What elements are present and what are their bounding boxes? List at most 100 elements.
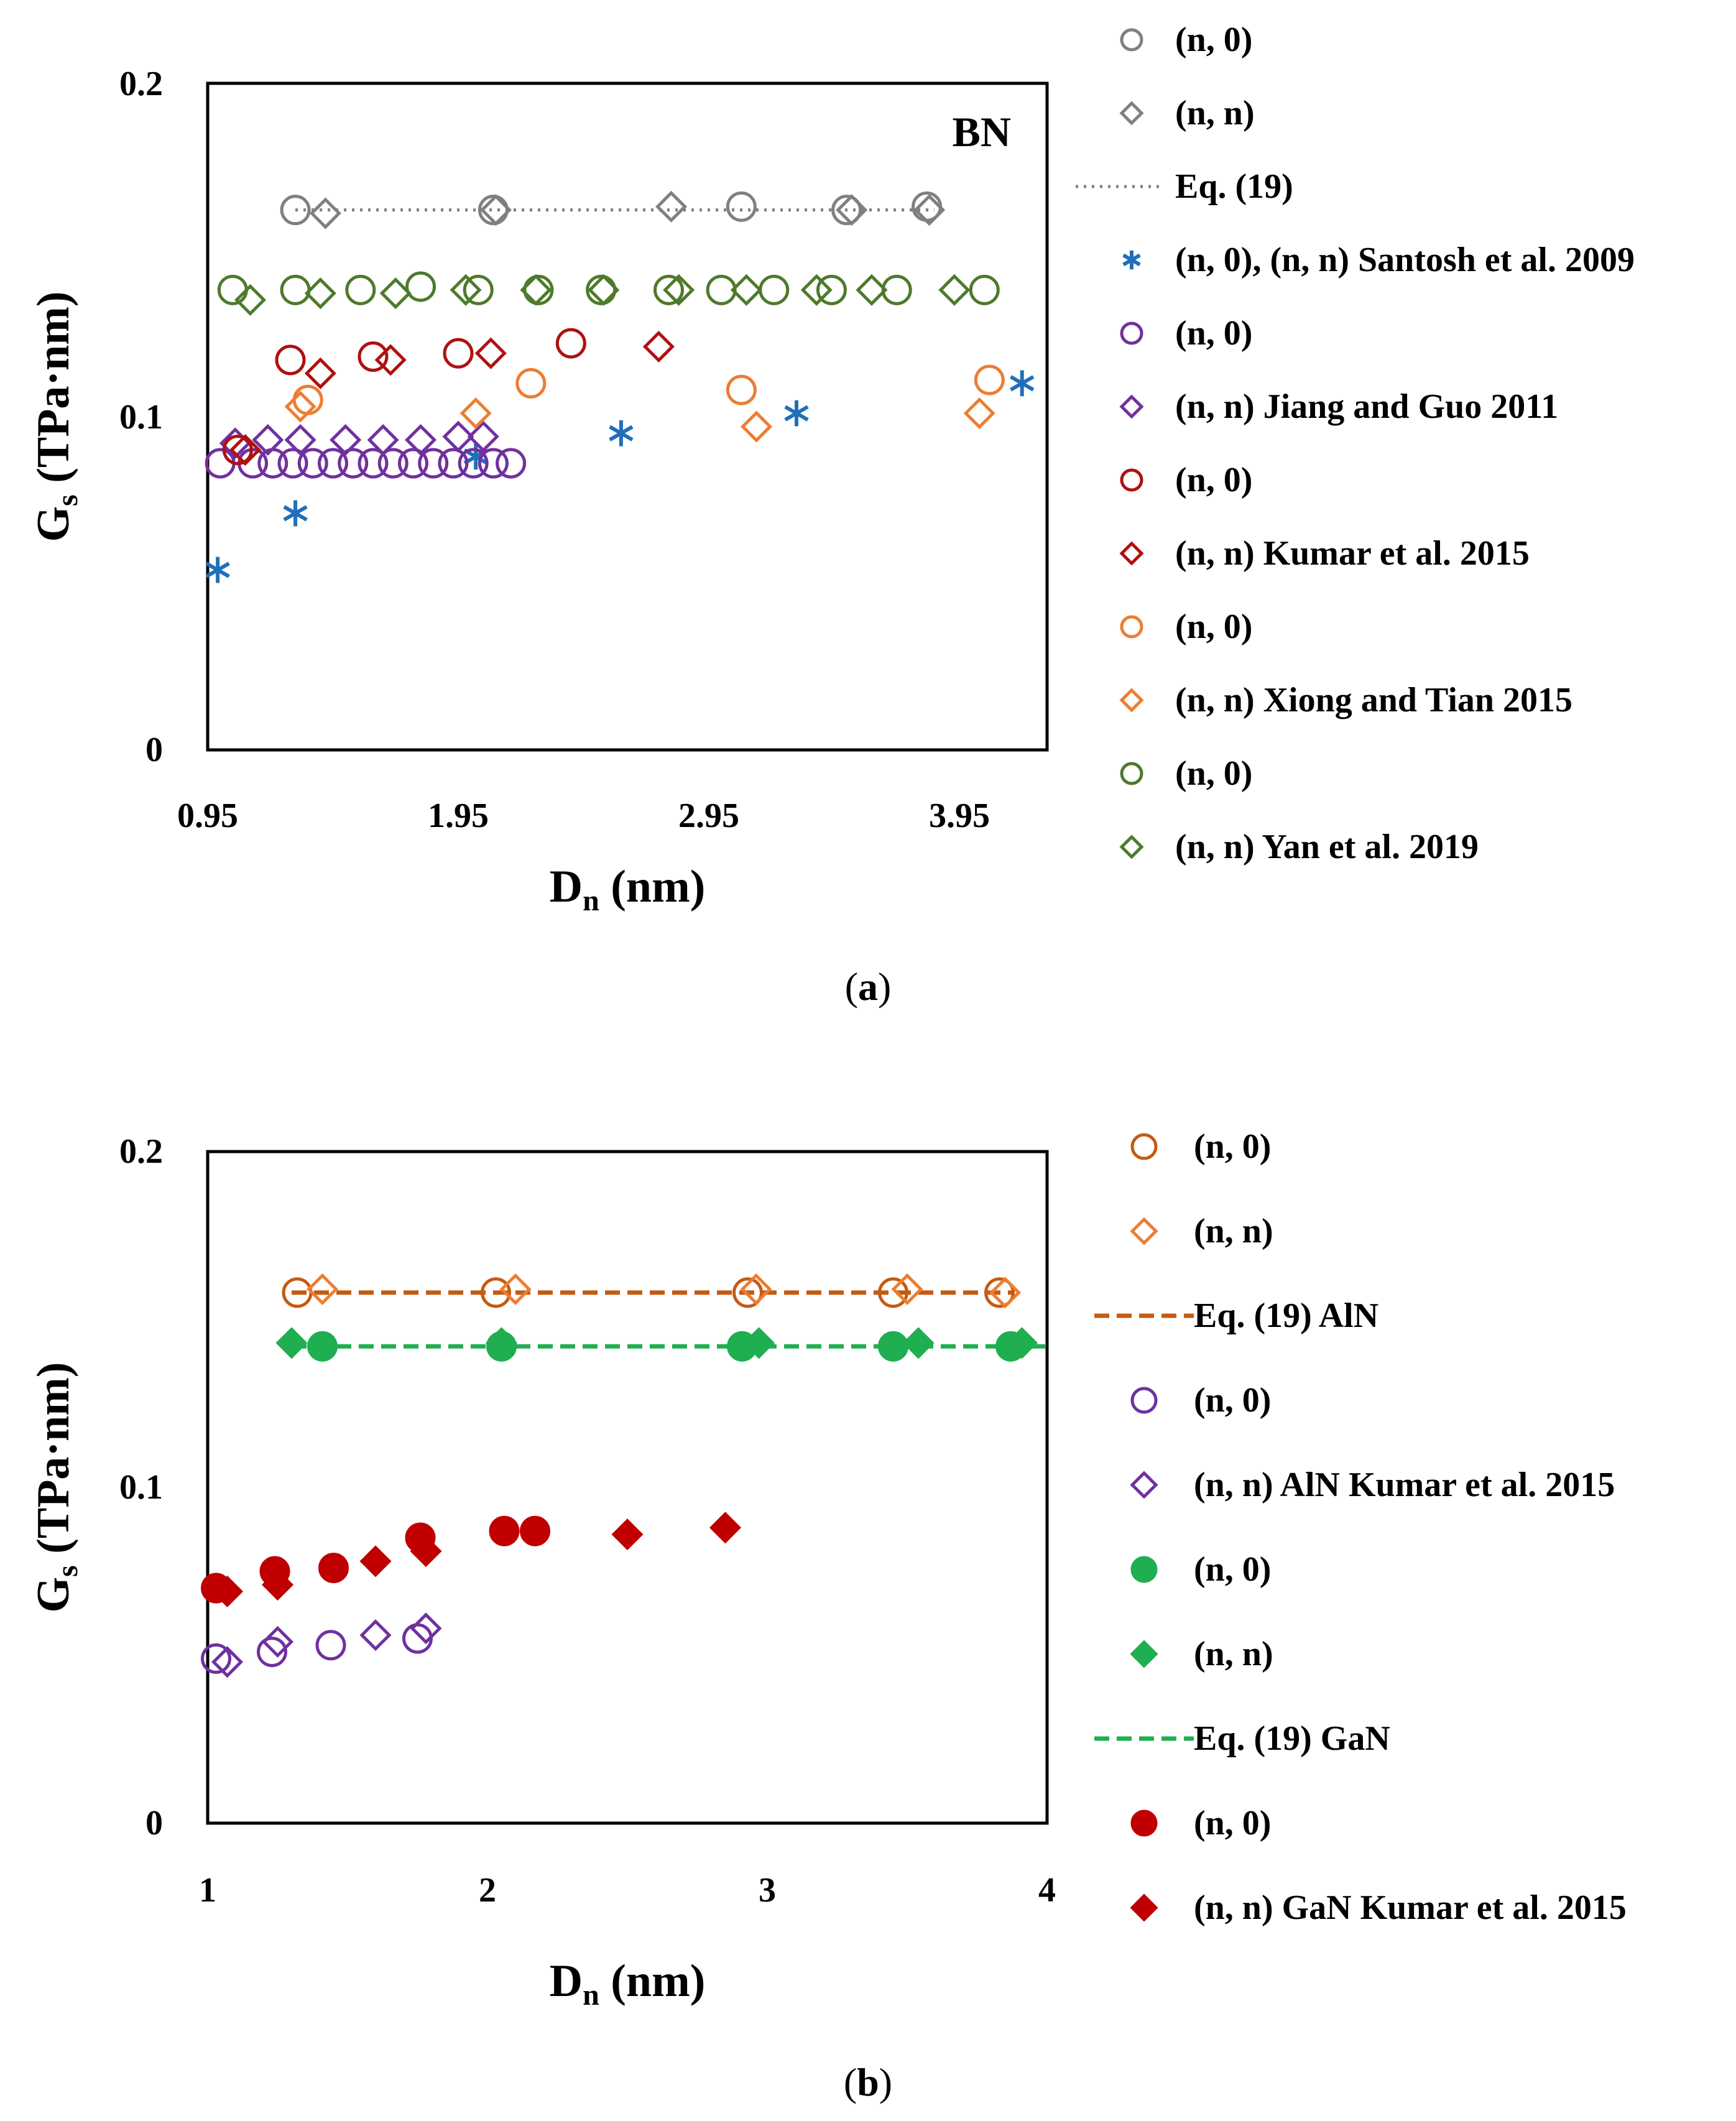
data-point-circle (358, 341, 389, 372)
legend-label: (n, 0) (1175, 461, 1252, 499)
data-point-diamond (309, 197, 341, 229)
data-point-diamond (742, 1327, 775, 1359)
data-point-diamond (405, 423, 437, 456)
data-point-circle (881, 274, 912, 305)
data-point-diamond (459, 397, 492, 430)
data-point-star (609, 420, 634, 446)
data-point-diamond (359, 1545, 392, 1578)
data-point-circle (478, 448, 509, 479)
data-point-diamond (938, 274, 971, 306)
data-point-circle (831, 195, 862, 226)
legend-entry: (n, n) GaN Kumar et al. 2015 (1130, 1888, 1627, 1927)
data-point-diamond (211, 1646, 244, 1678)
data-point-diamond (642, 330, 675, 363)
data-point-circle (489, 1515, 520, 1546)
star-stroke (205, 561, 230, 578)
legend-label: (n, 0) (1175, 754, 1252, 793)
data-point-circle (438, 448, 469, 479)
legend-label: (n, 0) (1194, 1550, 1271, 1589)
data-point-circle (318, 1553, 349, 1584)
data-point-diamond (499, 1273, 532, 1305)
data-point-circle (201, 1643, 231, 1674)
data-point-diamond (304, 357, 336, 389)
data-point-diamond (1119, 834, 1144, 859)
y-tick-label: 0 (145, 1804, 163, 1842)
data-point-diamond (229, 434, 261, 466)
data-point-star (205, 557, 230, 583)
data-point-diamond (836, 194, 868, 226)
data-point-diamond (1130, 1640, 1158, 1668)
y-axis-title: Gs (TPa·nm) (28, 1362, 84, 1612)
panel-b: 0 0.1 0.2 1 2 3 4 Dn (nm) Gs (TPa·nm) (n… (28, 1127, 1627, 2104)
data-point-diamond (379, 277, 412, 310)
data-point-diamond (1119, 541, 1144, 566)
legend-entry: (n, n) (1130, 1635, 1273, 1673)
data-point-circle (377, 448, 409, 479)
data-point-diamond (467, 420, 499, 453)
star-stroke (784, 405, 809, 422)
legend-label: (n, n) Jiang and Guo 2011 (1175, 387, 1558, 426)
data-point-diamond (306, 1273, 339, 1305)
data-point-circle (523, 274, 554, 305)
data-point-circle (418, 448, 449, 479)
data-point-diamond (740, 1273, 772, 1305)
data-point-circle (1130, 1556, 1158, 1583)
legend-label: (n, n) Xiong and Tian 2015 (1175, 681, 1572, 719)
x-tick-label: 2.95 (678, 797, 739, 835)
legend-entry: (n, n) (1119, 94, 1255, 132)
legend-label: Eq. (19) GaN (1194, 1719, 1390, 1758)
legend-entry: Eq. (19) (1076, 167, 1293, 206)
data-point-circle (405, 271, 436, 302)
data-point-circle (1130, 1387, 1158, 1414)
data-point-circle (726, 191, 757, 222)
data-point-circle (205, 448, 236, 479)
legend-label: Eq. (19) AlN (1194, 1296, 1378, 1335)
y-tick-label: 0 (145, 731, 163, 769)
x-tick-label: 4 (1038, 1871, 1056, 1910)
data-point-diamond (989, 1277, 1022, 1309)
data-point-star (784, 400, 809, 427)
data-point-circle (732, 1277, 763, 1308)
legend-entry: (n, 0) (1130, 1381, 1271, 1420)
data-point-circle (1120, 468, 1143, 492)
plot-frame-b (206, 1150, 1049, 1825)
star-stroke (1122, 253, 1141, 267)
data-point-circle (586, 274, 617, 305)
data-point-circle (1120, 615, 1143, 639)
legend-label: Eq. (19) (1175, 167, 1293, 206)
legend-label: (n, n) (1194, 1212, 1273, 1250)
legend-label: (n, n) AlN Kumar et al. 2015 (1194, 1466, 1615, 1504)
legend-entry: (n, n) AlN Kumar et al. 2015 (1130, 1466, 1615, 1504)
data-point-circle (969, 274, 1000, 305)
data-point-circle (1130, 1133, 1158, 1160)
legend-entry: (n, n) Xiong and Tian 2015 (1119, 681, 1572, 719)
data-point-circle (222, 435, 253, 466)
data-point-circle (1130, 1809, 1158, 1837)
data-point-circle (759, 274, 790, 305)
y-tick-label: 0.1 (119, 398, 163, 437)
data-point-diamond (211, 1575, 244, 1607)
data-point-diamond (284, 390, 316, 423)
data-point-diamond (663, 274, 695, 306)
data-point-circle (974, 364, 1005, 395)
data-point-circle (1120, 762, 1143, 785)
legend-entry: (n, 0) (1120, 754, 1252, 793)
data-point-diamond (330, 423, 362, 456)
legend-entry: (n, 0) (1120, 461, 1252, 499)
annotation-bn: BN (953, 108, 1011, 155)
legend-label: (n, n) (1175, 94, 1255, 132)
data-point-circle (520, 1515, 550, 1546)
data-point-diamond (902, 1327, 935, 1359)
legend-entry: (n, 0) (1130, 1804, 1271, 1842)
caption-a: (a) (845, 964, 892, 1009)
legend-entry: (n, 0) (1120, 21, 1252, 59)
y-tick-label: 0.2 (119, 1132, 163, 1171)
data-point-circle (555, 328, 586, 359)
data-point-diamond (588, 274, 620, 306)
data-point-star (283, 500, 308, 527)
data-point-diamond (485, 1327, 518, 1359)
data-point-diamond (856, 274, 888, 306)
data-point-circle (878, 1277, 908, 1308)
legend-label: (n, n) Yan et al. 2019 (1175, 828, 1479, 866)
data-point-circle (481, 1277, 511, 1308)
